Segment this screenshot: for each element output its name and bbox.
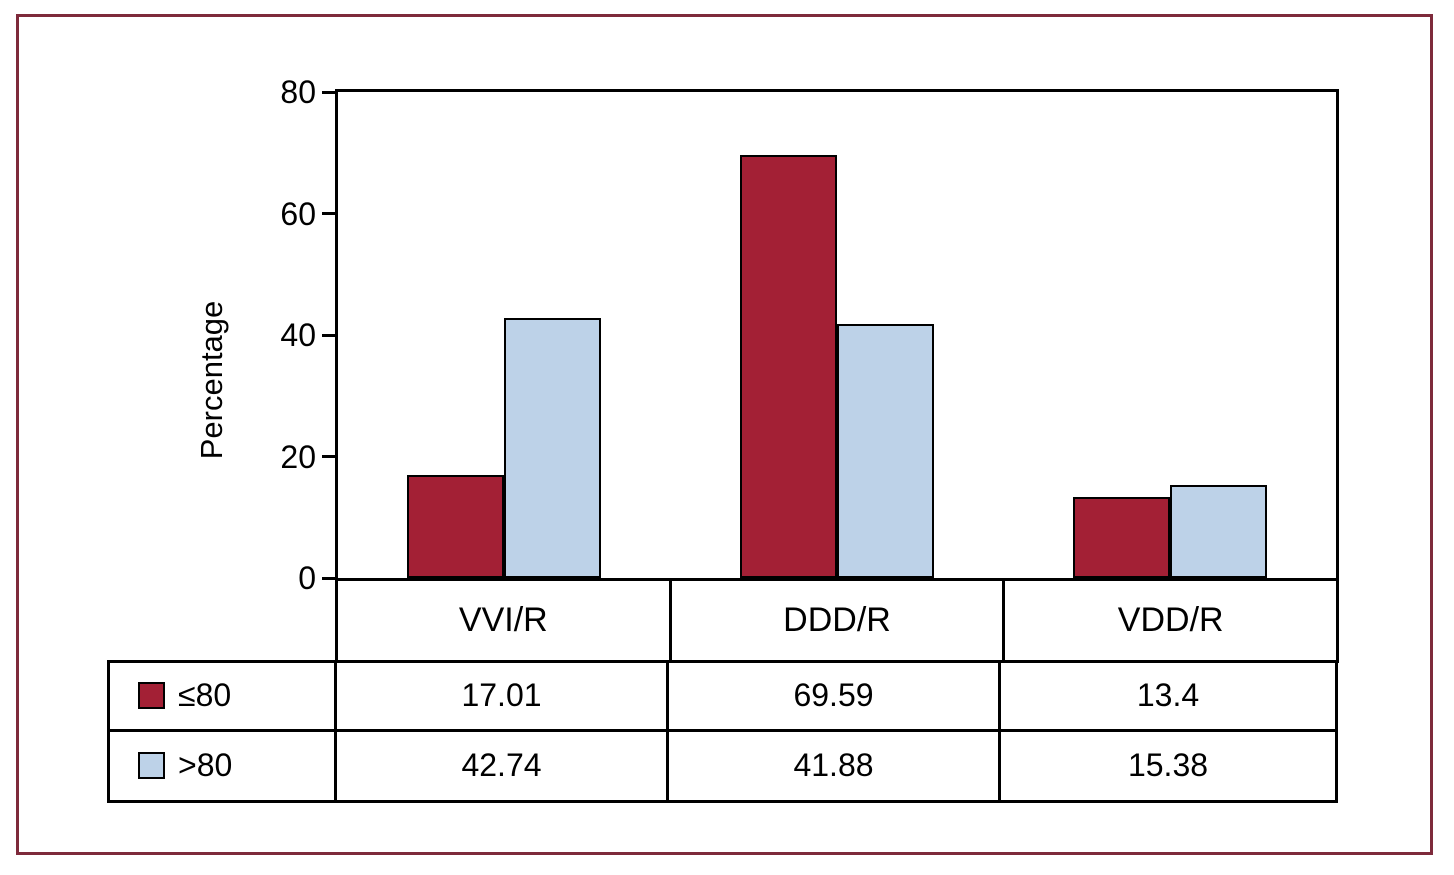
value-gt80-vddr: 15.38 — [1127, 747, 1209, 784]
value-le80-vddr: 13.4 — [1001, 663, 1335, 732]
y-tick-mark-60 — [322, 212, 335, 215]
y-tick-mark-0 — [322, 576, 335, 580]
category-label-vddr: VDD/R — [1117, 601, 1224, 639]
legend-swatch-gt80-icon — [138, 752, 165, 780]
y-tick-label-20: 20 — [280, 438, 316, 475]
bar-dddr-gt80 — [837, 323, 934, 578]
plot-area — [335, 89, 1339, 581]
y-axis-title: Percentage — [194, 300, 229, 460]
value-gt80-vvir: 42.74 — [337, 731, 669, 800]
value-le80-dddr: 69.59 — [669, 663, 1001, 732]
bar-vvir-gt80 — [504, 318, 602, 578]
bar-vddr-le80 — [1072, 496, 1170, 578]
category-label-vvir: VVI/R — [338, 581, 672, 660]
y-tick-label-0: 0 — [298, 560, 316, 596]
category-label-dddr: DDD/R — [672, 581, 1006, 660]
y-tick-label-60: 60 — [280, 195, 316, 232]
y-tick-mark-80 — [322, 90, 335, 94]
value-le80-vvir: 17.01 — [337, 663, 669, 732]
legend-swatch-le80-icon — [138, 682, 165, 710]
y-tick-mark-20 — [322, 455, 335, 458]
figure-border — [16, 14, 1433, 855]
category-header-row: VVI/R DDD/R VDD/R — [335, 578, 1339, 663]
bar-vvir-le80 — [407, 474, 505, 578]
bar-vddr-gt80 — [1169, 484, 1267, 578]
y-tick-label-40: 40 — [280, 317, 316, 353]
value-gt80-dddr: 41.88 — [669, 731, 1001, 800]
legend-item-gt80: >80 — [110, 731, 337, 800]
legend-item-le80: ≤80 — [110, 663, 337, 732]
y-tick-mark-40 — [322, 333, 335, 337]
data-table: ≤80 17.01 69.59 13.4 >80 42.74 41.88 15.… — [107, 660, 1338, 803]
y-tick-label-80: 80 — [280, 74, 316, 110]
legend-label-le80: ≤80 — [178, 677, 232, 714]
bar-dddr-le80 — [740, 155, 837, 578]
legend-label-gt80: >80 — [178, 747, 233, 784]
